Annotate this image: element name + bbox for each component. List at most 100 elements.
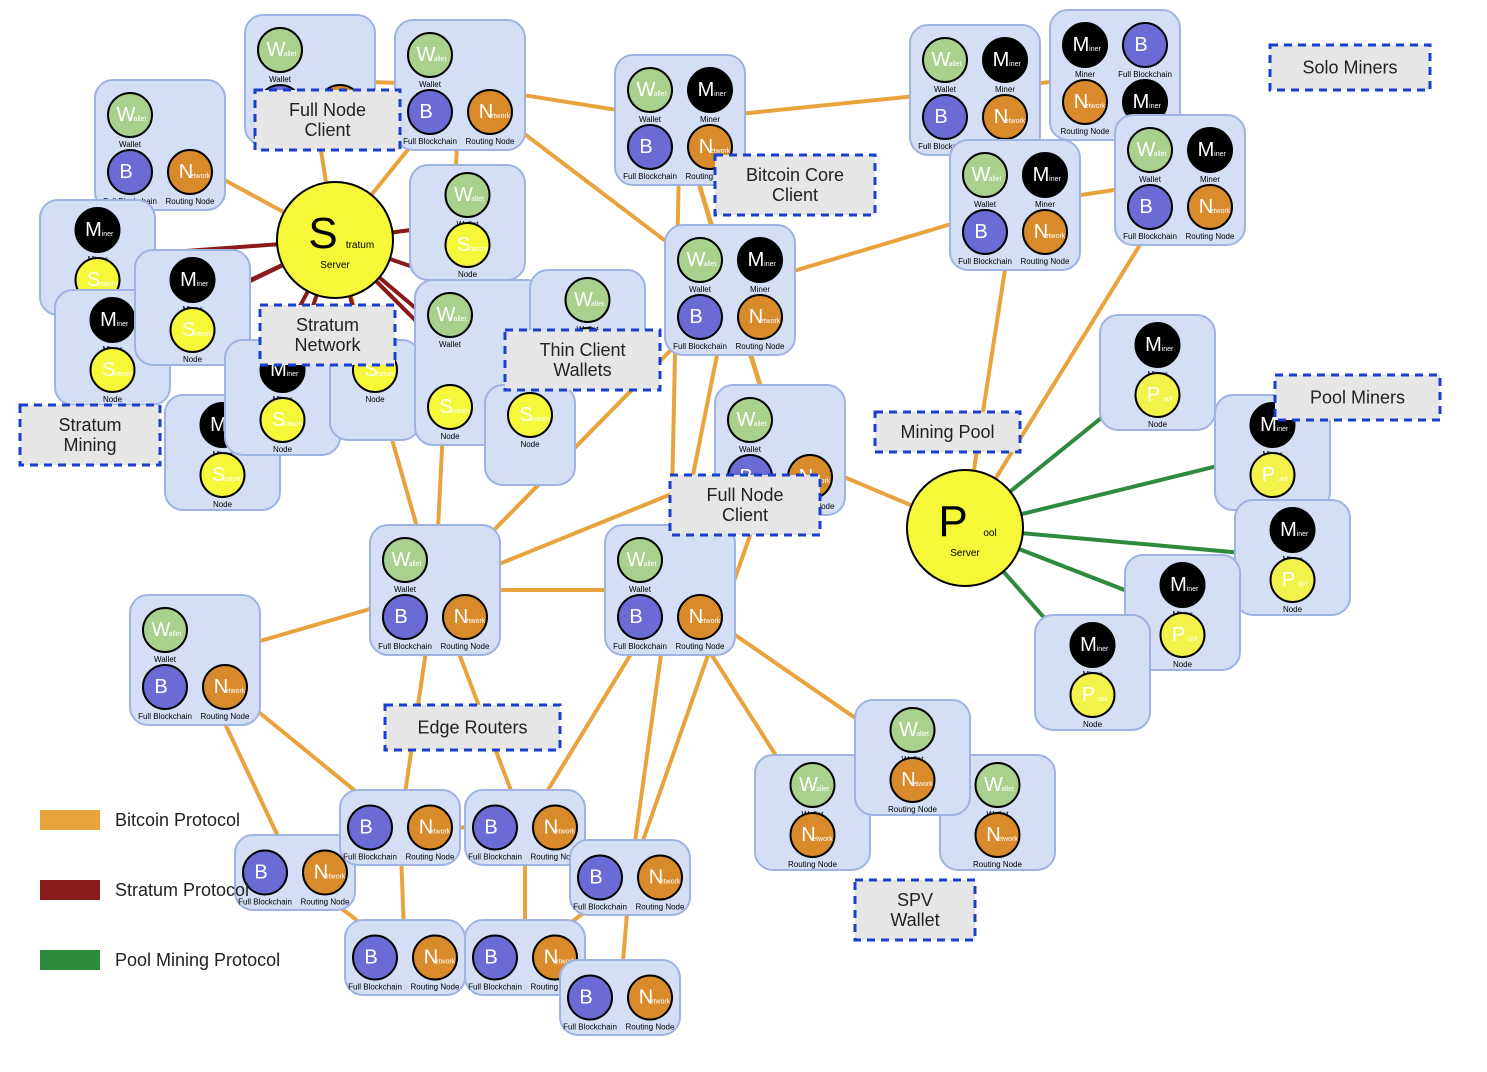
svg-text:M: M	[1145, 334, 1162, 356]
label-box: Full NodeClient	[670, 475, 820, 535]
svg-text:tratum: tratum	[375, 371, 395, 378]
svg-text:iner: iner	[1149, 103, 1161, 110]
svg-text:B: B	[1139, 196, 1152, 218]
svg-text:M: M	[1033, 164, 1050, 186]
svg-text:Routing Node: Routing Node	[1061, 127, 1110, 136]
svg-text:allet: allet	[989, 176, 1002, 183]
svg-text:allet: allet	[134, 116, 147, 123]
svg-text:Full Node: Full Node	[706, 485, 783, 505]
svg-text:allet: allet	[454, 316, 467, 323]
node-n24: BFull BlockchainNetworkRouting Node	[235, 835, 355, 910]
node-n21: WalletWalletBFull BlockchainNetworkRouti…	[370, 525, 500, 655]
svg-text:P: P	[1282, 569, 1295, 591]
svg-text:allet: allet	[704, 261, 717, 268]
svg-text:Client: Client	[722, 505, 768, 525]
label-box: Solo Miners	[1270, 45, 1430, 90]
svg-text:B: B	[1134, 34, 1147, 56]
svg-text:ool: ool	[1278, 476, 1288, 483]
network-diagram: Wallet Wallet BFull BlockchainNetworkRouti…	[0, 0, 1487, 1072]
node-n27: BFull BlockchainNetworkRouting Node	[570, 840, 690, 915]
svg-text:iner: iner	[1089, 46, 1101, 53]
svg-text:iner: iner	[1187, 586, 1199, 593]
svg-text:tratum: tratum	[468, 246, 488, 253]
svg-text:Wallets: Wallets	[553, 360, 611, 380]
svg-text:Client: Client	[772, 185, 818, 205]
svg-text:Routing Node: Routing Node	[626, 1023, 675, 1032]
svg-text:B: B	[154, 676, 167, 698]
svg-text:SPV: SPV	[897, 890, 933, 910]
svg-text:tratum: tratum	[98, 281, 118, 288]
node-n36: MinerMinerPoolNode	[1235, 500, 1350, 615]
svg-text:B: B	[974, 221, 987, 243]
node-n25: BFull BlockchainNetworkRouting Node	[340, 790, 460, 865]
svg-text:Wallet: Wallet	[394, 585, 417, 594]
svg-text:allet: allet	[644, 561, 657, 568]
label-box: Mining Pool	[875, 412, 1020, 452]
label-box: Full NodeClient	[255, 90, 400, 150]
svg-text:B: B	[359, 817, 372, 839]
node-n8: WalletWalletMinerMinerBFull BlockchainNe…	[950, 140, 1080, 270]
node-n10: WalletWalletStratumNode	[410, 165, 525, 280]
svg-text:Node: Node	[440, 432, 460, 441]
label-box: SPVWallet	[855, 880, 975, 940]
svg-text:Bitcoin Core: Bitcoin Core	[746, 165, 844, 185]
svg-text:tratum: tratum	[450, 408, 470, 415]
svg-text:Node: Node	[1173, 660, 1193, 669]
svg-text:iner: iner	[1297, 531, 1309, 538]
node-n33: WalletWalletNetworkRouting Node	[855, 700, 970, 815]
svg-text:allet: allet	[816, 786, 829, 793]
svg-text:B: B	[119, 161, 132, 183]
svg-text:allet: allet	[1154, 151, 1167, 158]
svg-text:B: B	[629, 606, 642, 628]
label-box: Thin ClientWallets	[505, 330, 660, 390]
node-n26: BFull BlockchainNetworkRouting Node	[465, 790, 585, 865]
svg-text:Wallet: Wallet	[974, 200, 997, 209]
svg-text:Routing Node: Routing Node	[788, 860, 837, 869]
svg-text:Wallet: Wallet	[269, 75, 292, 84]
svg-text:iner: iner	[1277, 426, 1289, 433]
svg-text:Wallet: Wallet	[439, 340, 462, 349]
svg-text:etwork: etwork	[1085, 103, 1106, 110]
svg-text:Miner: Miner	[750, 285, 770, 294]
svg-text:Miner: Miner	[1035, 200, 1055, 209]
svg-text:B: B	[589, 867, 602, 889]
hub-stratum: StratumServer	[277, 182, 393, 298]
label-box: Edge Routers	[385, 705, 560, 750]
svg-text:B: B	[484, 947, 497, 969]
svg-text:Routing Node: Routing Node	[406, 853, 455, 862]
svg-text:Routing Node: Routing Node	[676, 642, 725, 651]
label-box: Bitcoin CoreClient	[715, 155, 875, 215]
svg-text:Routing Node: Routing Node	[411, 983, 460, 992]
node-n7: WalletWalletMinerMinerBFull BlockchainNe…	[1115, 115, 1245, 245]
svg-text:Node: Node	[213, 500, 233, 509]
svg-text:ool: ool	[1298, 581, 1308, 588]
svg-text:etwork: etwork	[555, 829, 576, 836]
svg-text:Wallet: Wallet	[639, 115, 662, 124]
svg-text:Wallet: Wallet	[154, 655, 177, 664]
svg-text:Routing Node: Routing Node	[441, 642, 490, 651]
svg-text:Client: Client	[304, 120, 350, 140]
svg-text:Stratum: Stratum	[296, 315, 359, 335]
node-n28: BFull BlockchainNetworkRouting Node	[345, 920, 465, 995]
svg-text:etwork: etwork	[190, 173, 211, 180]
svg-text:Node: Node	[103, 395, 123, 404]
svg-text:iner: iner	[102, 231, 114, 238]
svg-text:allet: allet	[654, 91, 667, 98]
svg-text:allet: allet	[169, 631, 182, 638]
svg-text:Full Blockchain: Full Blockchain	[468, 853, 522, 862]
svg-text:M: M	[1280, 519, 1297, 541]
svg-text:etwork: etwork	[435, 959, 456, 966]
svg-text:tratum: tratum	[530, 416, 550, 423]
node-n2: WalletWalletBFull BlockchainNetworkRouti…	[395, 20, 525, 150]
svg-text:Full Blockchain: Full Blockchain	[623, 172, 677, 181]
svg-text:B: B	[934, 106, 947, 128]
svg-text:etwork: etwork	[465, 618, 486, 625]
svg-text:ool: ool	[983, 528, 996, 539]
svg-text:tratum: tratum	[283, 421, 303, 428]
legend-swatch	[40, 810, 100, 830]
svg-text:Mining: Mining	[63, 435, 116, 455]
svg-text:M: M	[1073, 34, 1090, 56]
svg-text:Mining Pool: Mining Pool	[900, 422, 994, 442]
svg-text:Node: Node	[183, 355, 203, 364]
svg-text:etwork: etwork	[325, 874, 346, 881]
